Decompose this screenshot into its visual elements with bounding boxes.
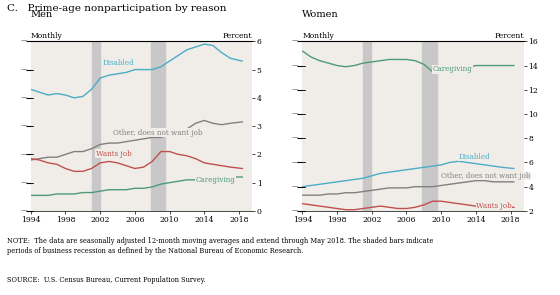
Text: —: — [20,209,27,213]
Text: —: — [292,209,298,213]
Text: —: — [20,67,27,72]
Text: Wants job: Wants job [96,150,132,158]
Text: —: — [292,160,298,165]
Text: Disabled: Disabled [459,153,491,161]
Text: —: — [20,95,27,100]
Text: Disabled: Disabled [103,59,134,67]
Text: —: — [20,180,27,185]
Bar [151,41,165,211]
Text: Percent: Percent [222,32,252,40]
Text: Monthly: Monthly [302,32,334,40]
Text: Wants job: Wants job [476,202,512,210]
Text: NOTE:  The data are seasonally adjusted 12-month moving averages and extend thro: NOTE: The data are seasonally adjusted 1… [7,237,433,255]
Text: SOURCE:  U.S. Census Bureau, Current Population Survey.: SOURCE: U.S. Census Bureau, Current Popu… [7,276,206,284]
Text: —: — [292,184,298,189]
Text: Women: Women [302,10,339,19]
Text: Monthly: Monthly [31,32,63,40]
Text: —: — [292,112,298,117]
Text: —: — [20,39,27,44]
Text: Caregiving: Caregiving [432,65,473,73]
Text: —: — [20,152,27,157]
Text: Percent: Percent [494,32,524,40]
Text: Other, does not want job: Other, does not want job [441,172,531,180]
Text: Caregiving: Caregiving [195,176,236,184]
Bar [91,41,100,211]
Text: —: — [292,87,298,92]
Text: —: — [292,63,298,68]
Text: —: — [292,136,298,141]
Bar [363,41,371,211]
Text: Men: Men [31,10,53,19]
Text: —: — [292,39,298,44]
Text: C.   Prime-age nonparticipation by reason: C. Prime-age nonparticipation by reason [7,4,226,14]
Bar [422,41,437,211]
Text: —: — [20,124,27,129]
Text: Other, does not want job: Other, does not want job [113,129,203,137]
